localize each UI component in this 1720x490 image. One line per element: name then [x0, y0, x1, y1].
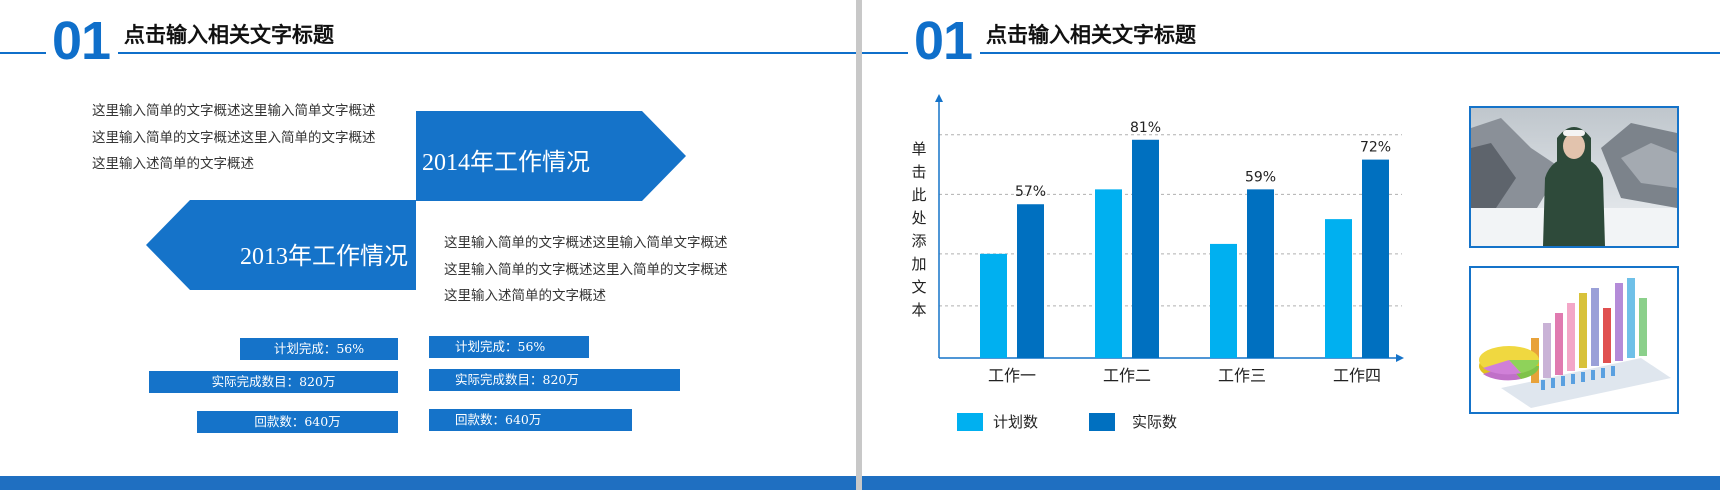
data-label-4: 72%	[1360, 140, 1391, 156]
section-title[interactable]: 点击输入相关文字标题	[986, 23, 1196, 47]
bar-plan-4	[1325, 219, 1352, 358]
bottom-bar-left	[0, 476, 856, 490]
y-axis-arrow	[935, 94, 943, 102]
person-in-snow-photo	[1469, 106, 1679, 248]
stat-payback-left[interactable]: 回款数：640万	[197, 411, 398, 433]
bar-plan-3	[1210, 243, 1237, 358]
bar-chart: 57% 工作一 81% 工作二 59% 工作三 72% 工作四	[935, 94, 1404, 385]
stat-plan-right[interactable]: 计划完成：56%	[429, 336, 589, 358]
arrow-label-2014[interactable]: 2014年工作情况	[422, 150, 590, 176]
stat-plan-left[interactable]: 计划完成：56%	[240, 338, 398, 360]
bar-actual-4	[1362, 159, 1389, 358]
category-label-3: 工作三	[1218, 366, 1266, 385]
3d-bar-chart-photo-art	[1471, 268, 1677, 412]
bar-actual-1	[1017, 204, 1044, 358]
legend-label-plan: 计划数	[993, 413, 1039, 431]
legend-swatch-actual	[1089, 413, 1115, 431]
arrow-label-2013[interactable]: 2013年工作情况	[240, 244, 408, 270]
data-label-3: 59%	[1245, 169, 1276, 185]
arrow-shape-2013	[146, 200, 416, 290]
section-title[interactable]: 点击输入相关文字标题	[124, 23, 334, 47]
arrow-shape-2014	[416, 111, 686, 201]
category-label-1: 工作一	[988, 366, 1036, 385]
section-number: 01	[52, 11, 111, 71]
header-line-right	[118, 52, 856, 54]
data-label-2: 81%	[1130, 120, 1161, 136]
bar-plan-2	[1095, 189, 1122, 358]
legend-swatch-plan	[957, 413, 983, 431]
slide-right: 01 点击输入相关文字标题 单击此处添加文本 57% 工作一 81% 工作二 59% 工作…	[862, 0, 1720, 490]
3d-bar-chart-photo	[1469, 266, 1679, 414]
chart-y-label[interactable]: 单击此处添加文本	[911, 140, 927, 319]
bar-plan-1	[980, 253, 1007, 358]
header-line-left	[862, 52, 908, 54]
stat-actual-right[interactable]: 实际完成数目：820万	[429, 369, 680, 391]
person-in-snow-photo-art	[1471, 108, 1677, 246]
stat-payback-right[interactable]: 回款数：640万	[429, 409, 632, 431]
stat-actual-left[interactable]: 实际完成数目：820万	[149, 371, 398, 393]
bar-actual-3	[1247, 189, 1274, 358]
header-line-left	[0, 52, 46, 54]
legend-label-actual: 实际数	[1132, 413, 1178, 431]
data-label-1: 57%	[1015, 184, 1046, 200]
bottom-bar-right	[862, 476, 1720, 490]
category-label-4: 工作四	[1333, 366, 1381, 385]
bar-actual-2	[1132, 139, 1159, 358]
text-block-bottom[interactable]: 这里输入简单的文字概述这里输入简单文字概述这里输入简单的文字概述这里入简单的文字…	[444, 235, 728, 304]
category-label-2: 工作二	[1103, 366, 1151, 385]
text-block-top[interactable]: 这里输入简单的文字概述这里输入简单文字概述这里输入简单的文字概述这里入简单的文字…	[92, 103, 376, 172]
slide-left: 01 点击输入相关文字标题 这里输入简单的文字概述这里输入简单文字概述这里输入简…	[0, 0, 856, 490]
header-line-right	[980, 52, 1720, 54]
x-axis-arrow	[1396, 354, 1404, 362]
section-number: 01	[914, 11, 973, 71]
